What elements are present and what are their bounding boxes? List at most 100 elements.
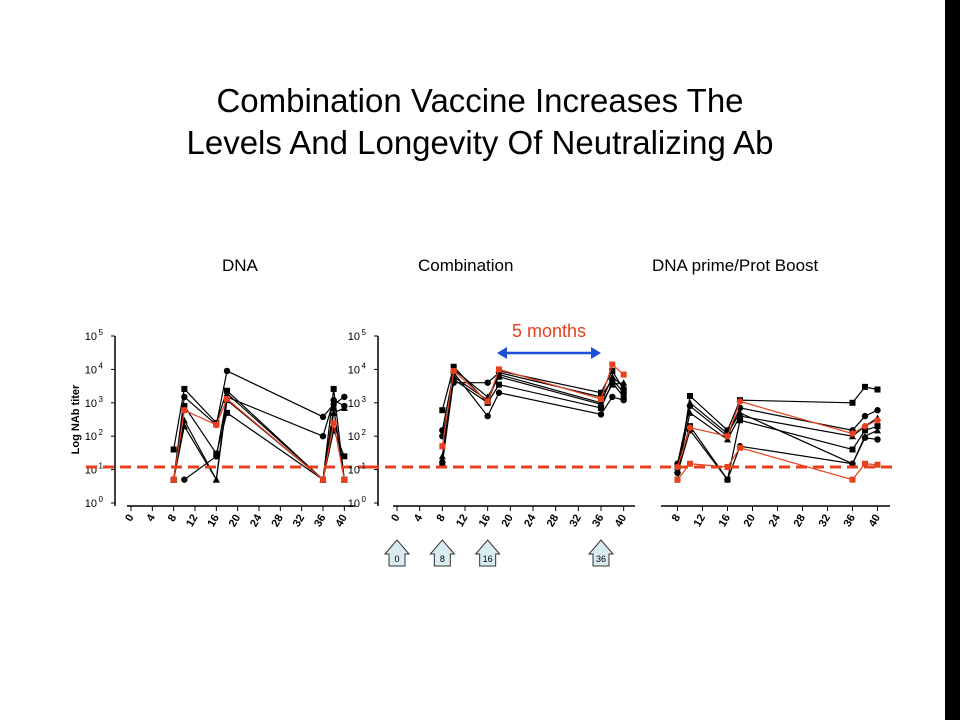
data-point [496, 366, 502, 373]
data-point [724, 476, 731, 483]
data-point [724, 463, 731, 470]
data-point [849, 399, 856, 406]
data-point [620, 383, 628, 390]
y-tick-label: 10 [85, 498, 97, 510]
data-point [484, 379, 491, 386]
x-tick-label: 24 [248, 512, 265, 529]
immunization-arrow [383, 539, 411, 567]
panel-title-prime-boost: DNA prime/Prot Boost [652, 256, 819, 275]
data-point [597, 411, 605, 418]
data-point [341, 393, 348, 401]
data-point [181, 385, 188, 392]
data-point [874, 417, 881, 424]
x-tick-label: 24 [767, 512, 784, 529]
y-tick-exponent: 4 [362, 361, 367, 370]
x-tick-label: 0 [123, 513, 136, 524]
x-tick-label: 4 [412, 512, 426, 524]
y-tick-label: 10 [348, 364, 360, 376]
x-tick-label: 4 [144, 512, 158, 524]
data-point [861, 412, 869, 420]
data-point [849, 476, 856, 483]
data-point [181, 407, 188, 414]
data-point [484, 393, 492, 400]
data-point [609, 393, 616, 401]
data-point [439, 443, 446, 450]
data-point [737, 444, 743, 451]
x-tick-label: 16 [477, 513, 494, 530]
data-point [439, 407, 446, 414]
data-point [181, 476, 188, 483]
series-line [441, 363, 625, 447]
data-point [438, 456, 446, 463]
data-point [330, 396, 337, 404]
data-point [598, 389, 604, 396]
data-point [862, 427, 868, 434]
data-point [874, 423, 881, 430]
y-tick-label: 10 [85, 398, 97, 410]
data-point [213, 421, 220, 428]
slide-title-line-1: Combination Vaccine Increases The [216, 82, 744, 119]
data-point [181, 403, 188, 410]
series-line [441, 368, 624, 460]
data-point [439, 460, 446, 467]
y-tick-exponent: 4 [99, 361, 104, 370]
y-tick-exponent: 5 [362, 328, 367, 337]
x-tick-label: 40 [333, 513, 350, 530]
y-tick-exponent: 3 [99, 395, 104, 404]
x-tick-label: 36 [842, 513, 859, 530]
y-tick-label: 10 [85, 331, 97, 343]
y-tick-label: 10 [348, 398, 360, 410]
data-point [874, 461, 881, 468]
data-point [874, 407, 881, 414]
data-point [849, 446, 856, 453]
data-point [598, 404, 604, 411]
data-point [736, 398, 744, 405]
y-tick-exponent: 5 [99, 328, 104, 337]
data-point [212, 476, 220, 483]
data-point [609, 361, 616, 368]
y-tick-label: 10 [348, 465, 360, 477]
y-tick-exponent: 0 [99, 495, 104, 504]
data-point [861, 422, 869, 430]
data-point [849, 430, 856, 437]
data-point [319, 413, 327, 421]
panel-2: 8 12 16 20 24 28 32 36 40 [660, 383, 893, 530]
data-point [620, 371, 627, 378]
immunization-arrow [587, 539, 615, 567]
x-tick-label: 28 [269, 513, 286, 530]
data-point [330, 419, 337, 426]
x-tick-label: 16 [205, 513, 222, 530]
data-point [170, 476, 177, 483]
data-point [341, 453, 348, 460]
data-point [609, 367, 616, 374]
data-point [861, 432, 869, 440]
slide-title-line-2: Levels And Longevity Of Neutralizing Ab [186, 124, 774, 161]
data-point [180, 422, 188, 430]
annotation-label: 5 months [512, 321, 586, 341]
data-point [330, 404, 338, 411]
y-axis-label: Log NAb titer [70, 384, 82, 454]
data-point [620, 393, 627, 400]
data-point [849, 460, 856, 467]
data-point [495, 373, 503, 380]
x-tick-label: 32 [817, 513, 834, 530]
data-point [181, 393, 188, 401]
data-point [620, 389, 627, 396]
x-tick-label: 28 [545, 513, 562, 530]
y-tick-label: 10 [85, 364, 97, 376]
data-point [874, 426, 881, 434]
data-point [450, 376, 457, 383]
x-tick-label: 36 [590, 513, 607, 530]
data-point [736, 409, 744, 416]
y-tick-exponent: 2 [362, 428, 367, 437]
immunization-label: 16 [483, 554, 493, 564]
x-tick-label: 8 [670, 513, 683, 524]
data-point [597, 400, 605, 408]
data-point [330, 409, 338, 416]
y-tick-label: 10 [348, 431, 360, 443]
span-arrow-head-right [591, 347, 601, 359]
x-tick-label: 28 [792, 513, 809, 530]
panel-title-dna: DNA [222, 256, 258, 275]
series-line [676, 429, 878, 481]
